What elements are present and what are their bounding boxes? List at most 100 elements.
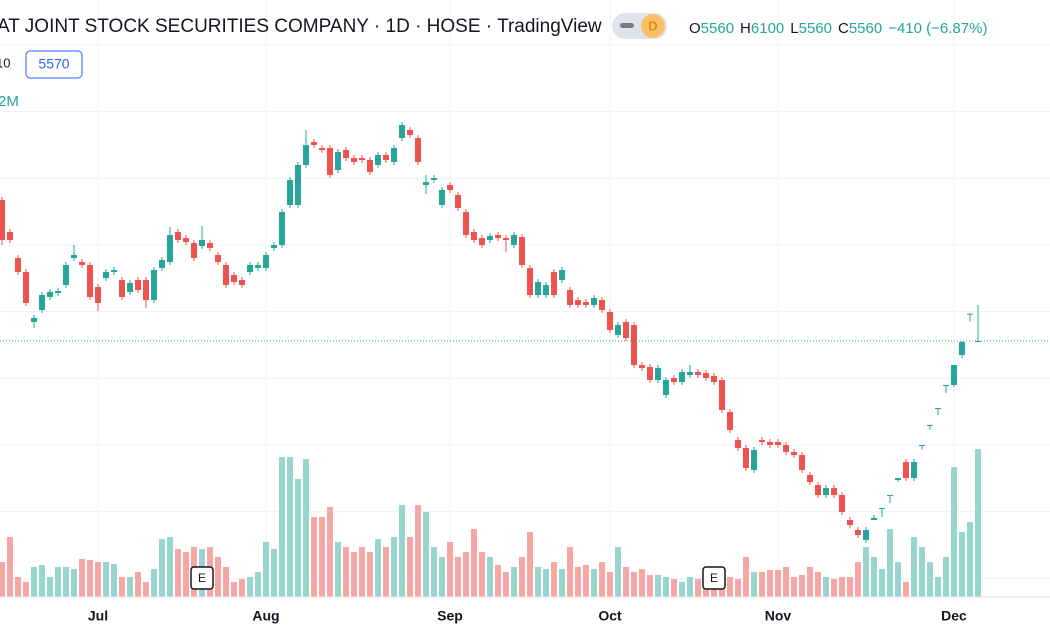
volume-bar [903, 582, 909, 597]
volume-bar [951, 467, 957, 597]
candle-body [671, 378, 677, 382]
x-tick-label: Nov [765, 608, 792, 624]
candle-body [239, 280, 245, 285]
volume-bar [655, 575, 661, 597]
candle-body [231, 275, 237, 282]
volume-bar [271, 549, 277, 597]
candle-body [623, 322, 629, 338]
candle-body [7, 232, 13, 240]
volume-bar [343, 547, 349, 597]
volume-bar [231, 582, 237, 597]
volume-bar [487, 557, 493, 597]
candle-body [703, 373, 709, 378]
volume-bar [799, 575, 805, 597]
ohlc-label: O [689, 20, 701, 37]
candle-body [711, 376, 717, 382]
candle-body [199, 240, 205, 246]
candle-body [687, 372, 693, 375]
status-dash [620, 23, 634, 28]
candle-body [559, 270, 565, 280]
candle-body [183, 238, 189, 242]
indicator-value: 10 [0, 55, 10, 70]
candle-body [215, 255, 221, 262]
candle-body [863, 530, 869, 540]
volume-bar [375, 539, 381, 597]
volume-bar [607, 572, 613, 597]
candle-body [287, 180, 293, 205]
candle-body [87, 265, 93, 297]
candle-body [871, 518, 877, 520]
candle-body [463, 212, 469, 235]
volume-bar [471, 529, 477, 597]
candle-body [503, 238, 509, 240]
candle-body [263, 255, 269, 268]
candle-body [719, 380, 725, 410]
volume-bar [47, 577, 53, 597]
candle-body [631, 325, 637, 365]
volume-bar [351, 552, 357, 597]
candle-body [807, 475, 813, 482]
volume-bar [407, 537, 413, 597]
ohlc-value: 5560 [701, 20, 734, 37]
candle-body [447, 185, 453, 190]
candle-body [175, 232, 181, 240]
candle-body [335, 152, 341, 170]
volume-bar [423, 512, 429, 597]
volume-bar [559, 569, 565, 597]
candle-body [303, 145, 309, 165]
candle-body [351, 158, 357, 162]
volume-bar [863, 547, 869, 597]
symbol-title: AT JOINT STOCK SECURITIES COMPANY · 1D ·… [0, 16, 602, 37]
candle-body [151, 270, 157, 300]
event-marker[interactable] [702, 566, 726, 590]
x-tick-label: Sep [437, 608, 463, 624]
volume-bar [767, 570, 773, 597]
candle-body [519, 237, 525, 265]
event-marker[interactable] [190, 566, 214, 590]
volume-bar [327, 507, 333, 597]
candle-body [727, 412, 733, 430]
candle-body [207, 243, 213, 248]
volume-bar [967, 522, 973, 597]
candle-body [383, 155, 389, 160]
volume-bar [87, 560, 93, 597]
x-tick-label: Oct [598, 608, 622, 624]
volume-bar [911, 537, 917, 597]
interval-badge[interactable] [641, 14, 665, 38]
candle-body [415, 138, 421, 162]
candle-body [375, 155, 381, 165]
candle-body [31, 318, 37, 322]
candle-body [103, 272, 109, 278]
volume-bar [167, 537, 173, 597]
volume-bar [55, 567, 61, 597]
volume-bar [127, 577, 133, 597]
candle-body [47, 292, 53, 297]
volume-bar [175, 549, 181, 597]
indicator-box[interactable] [25, 50, 83, 79]
volume-bar [583, 565, 589, 597]
candle-body [95, 287, 101, 303]
candle-body [423, 182, 429, 185]
candle-body [831, 488, 837, 495]
candle-body [615, 325, 621, 335]
candle-body [647, 367, 653, 380]
ohlc-label: H [740, 20, 751, 37]
candle-body [63, 265, 69, 285]
volume-bar [927, 562, 933, 597]
candle-body [327, 148, 333, 175]
candle-body [855, 530, 861, 535]
volume-bar [151, 569, 157, 597]
candle-body [439, 190, 445, 205]
candle-body [919, 445, 925, 446]
x-tick-label: Jul [88, 608, 108, 624]
volume-bar [23, 582, 29, 597]
volume-bar [895, 562, 901, 597]
volume-bar [455, 557, 461, 597]
candle-body [887, 495, 893, 496]
candle-body [511, 235, 517, 245]
volume-bar [831, 579, 837, 597]
volume-bar [879, 569, 885, 597]
volume-bar [335, 542, 341, 597]
volume-bar [287, 457, 293, 597]
